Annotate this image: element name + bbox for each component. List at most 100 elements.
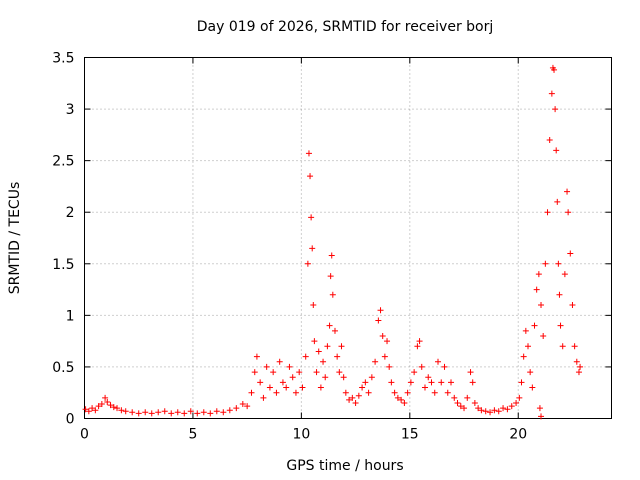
data-point <box>461 405 468 412</box>
x-tick-label: 15 <box>401 427 419 443</box>
x-tick-label: 20 <box>509 427 527 443</box>
data-point <box>239 401 246 408</box>
data-point <box>352 400 359 407</box>
data-point <box>454 400 461 407</box>
data-point <box>553 147 560 154</box>
data-point <box>260 394 267 401</box>
data-point <box>556 291 563 298</box>
data-point <box>200 409 207 416</box>
data-point <box>377 307 384 314</box>
data-point <box>187 408 194 415</box>
data-point <box>331 327 338 334</box>
grid-lines <box>84 57 612 419</box>
data-point <box>82 406 89 413</box>
data-point <box>384 338 391 345</box>
data-point <box>308 214 315 221</box>
data-point <box>248 389 255 396</box>
data-point <box>155 409 162 416</box>
data-point <box>233 405 240 412</box>
y-tick-label: 3.5 <box>52 51 74 67</box>
data-point <box>464 394 471 401</box>
data-point <box>342 389 349 396</box>
data-point <box>540 332 547 339</box>
data-point <box>448 379 455 386</box>
data-point <box>104 398 111 405</box>
data-point <box>398 396 405 403</box>
data-point <box>135 410 142 417</box>
data-point <box>469 379 476 386</box>
data-point <box>296 369 303 376</box>
data-point <box>102 394 109 401</box>
data-point <box>372 358 379 365</box>
data-point <box>577 363 584 370</box>
data-point <box>368 374 375 381</box>
data-point <box>379 332 386 339</box>
data-point <box>552 106 559 113</box>
data-point <box>89 405 96 412</box>
data-point <box>329 291 336 298</box>
data-point <box>421 384 428 391</box>
data-point <box>326 322 333 329</box>
data-point <box>564 188 571 195</box>
y-axis-label: SRMTID / TECUs <box>7 182 23 295</box>
data-point <box>535 271 542 278</box>
data-point <box>322 374 329 381</box>
data-point <box>513 400 520 407</box>
data-point <box>161 408 168 415</box>
y-axis: 0 0.5 1 1.5 2 2.5 3 3.5 <box>52 51 612 428</box>
data-point <box>226 407 233 414</box>
data-point <box>257 379 264 386</box>
data-point <box>168 410 175 417</box>
data-point <box>304 260 311 267</box>
data-point <box>181 410 188 417</box>
data-point <box>129 409 136 416</box>
y-tick-label: 0 <box>66 412 75 428</box>
data-point <box>416 338 423 345</box>
data-point <box>148 410 155 417</box>
y-tick-label: 3 <box>66 102 75 118</box>
y-tick-label: 1 <box>66 308 75 324</box>
data-point <box>401 400 408 407</box>
data-point <box>375 317 382 324</box>
data-point <box>92 407 99 414</box>
data-point <box>573 358 580 365</box>
data-point <box>320 358 327 365</box>
data-point <box>451 394 458 401</box>
data-point <box>213 408 220 415</box>
data-point <box>328 252 335 259</box>
data-point <box>305 150 312 157</box>
data-point <box>441 363 448 370</box>
data-point <box>478 407 485 414</box>
data-point <box>536 405 543 412</box>
data-point <box>414 343 421 350</box>
y-tick-label: 2.5 <box>52 154 74 170</box>
data-point <box>283 384 290 391</box>
data-point <box>309 245 316 252</box>
data-point <box>85 408 92 415</box>
data-point <box>391 389 398 396</box>
data-point <box>520 353 527 360</box>
data-point <box>276 358 283 365</box>
data-point <box>292 389 299 396</box>
y-tick-label: 2 <box>66 205 75 221</box>
data-point <box>251 369 258 376</box>
data-point <box>98 401 105 408</box>
data-point <box>407 379 414 386</box>
data-point <box>302 353 309 360</box>
data-point <box>431 389 438 396</box>
data-point <box>544 209 551 216</box>
data-point <box>313 369 320 376</box>
data-point <box>504 406 511 413</box>
data-point <box>531 322 538 329</box>
data-point <box>538 302 545 309</box>
data-point <box>475 405 482 412</box>
data-point <box>142 409 149 416</box>
data-point <box>438 379 445 386</box>
data-point <box>334 353 341 360</box>
data-point <box>522 327 529 334</box>
data-point <box>444 389 451 396</box>
data-point <box>311 338 318 345</box>
data-point <box>381 353 388 360</box>
data-point <box>279 379 286 386</box>
